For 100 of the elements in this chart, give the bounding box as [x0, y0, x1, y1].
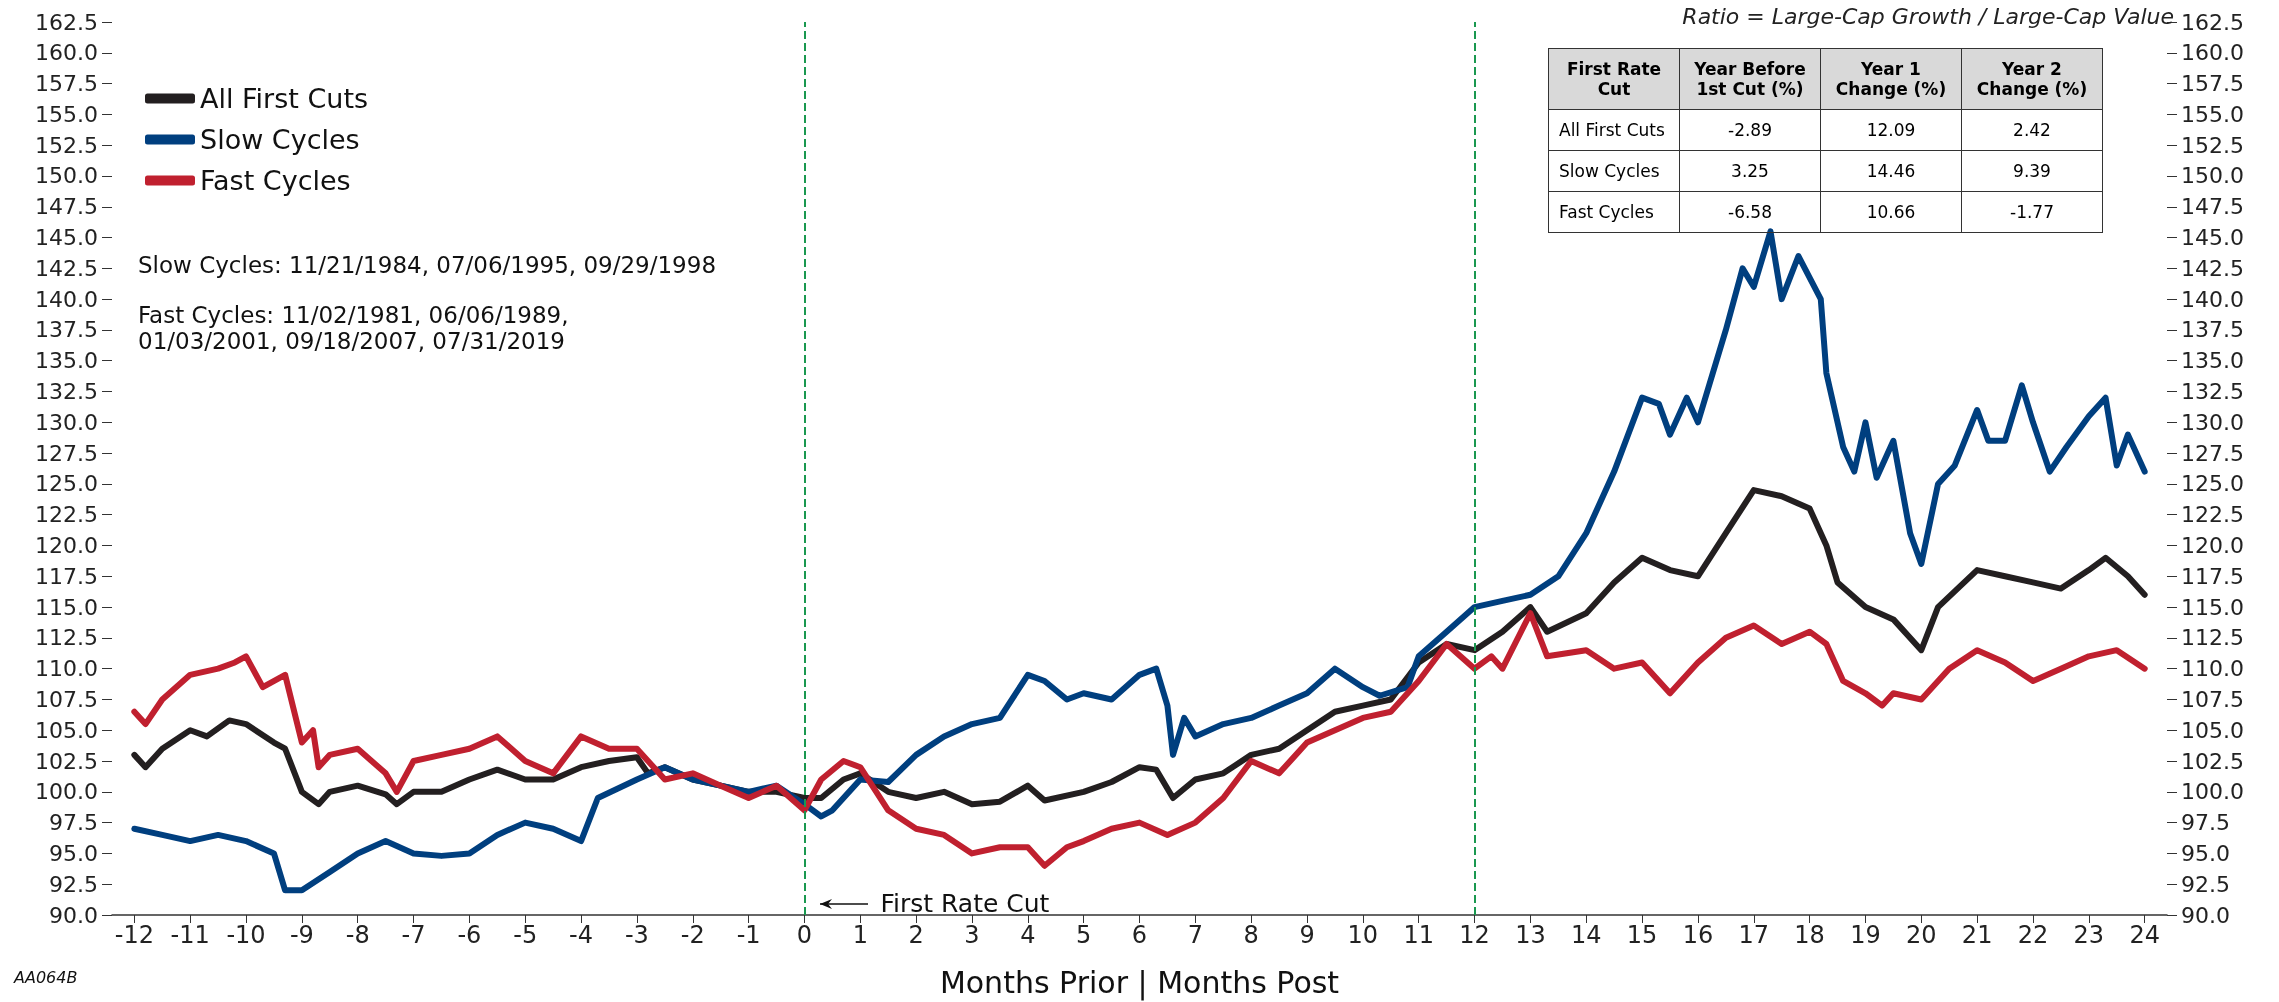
x-tick-label: 10	[1347, 921, 1379, 949]
y-tick-label: 132.5	[35, 379, 98, 405]
y2-tick-label: 145.0	[2181, 225, 2244, 251]
annotation: Year 2 Change (%)	[1961, 48, 2103, 110]
y2-tick-label: 112.5	[2181, 625, 2244, 651]
y-tick-label: 110.0	[35, 656, 98, 682]
y-tick-label: 130.0	[35, 409, 98, 435]
y-tick-label: 160.0	[35, 40, 98, 66]
annotation: Slow Cycles: 11/21/1984, 07/06/1995, 09/29/1998	[138, 252, 718, 278]
x-tick-label: -5	[513, 921, 538, 949]
y2-tick-label: 162.5	[2181, 9, 2244, 35]
legend-label: Fast Cycles	[200, 165, 351, 196]
y2-tick-label: 152.5	[2181, 132, 2244, 158]
annotation: 12.09	[1820, 109, 1962, 151]
y-tick-label: 97.5	[49, 810, 98, 836]
y-tick-label: 155.0	[35, 101, 98, 127]
y-tick-label: 95.0	[49, 840, 98, 866]
y-tick-label: 145.0	[35, 225, 98, 251]
y2-tick-label: 157.5	[2181, 71, 2244, 97]
y-tick-label: 92.5	[49, 871, 98, 897]
annotation: First Rate Cut	[880, 889, 1050, 918]
y-tick-label: 102.5	[35, 748, 98, 774]
annotation: Year 1 Change (%)	[1820, 48, 1962, 110]
y-tick-label: 157.5	[35, 71, 98, 97]
x-tick-label: 4	[1020, 921, 1036, 949]
annotation: -2.89	[1679, 109, 1821, 151]
y2-tick-label: 122.5	[2181, 502, 2244, 528]
y2-tick-label: 100.0	[2181, 779, 2244, 805]
text: AA064B	[14, 968, 78, 987]
x-tick-label: -3	[624, 921, 649, 949]
y-tick-label: 112.5	[35, 625, 98, 651]
x-tick-label: 0	[796, 921, 813, 949]
y2-tick-label: 97.5	[2181, 810, 2230, 836]
x-tick-label: 14	[1570, 921, 1602, 949]
y-tick-label: 115.0	[35, 594, 98, 620]
annotation: -6.58	[1679, 191, 1821, 233]
annotation: -1.77	[1961, 191, 2103, 233]
x-tick-label: 24	[2129, 921, 2160, 949]
y2-tick-label: 107.5	[2181, 686, 2244, 712]
y2-tick-label: 135.0	[2181, 348, 2244, 374]
y-tick-label: 117.5	[35, 563, 98, 589]
x-tick-label: 21	[1961, 921, 1993, 949]
x-tick-label: -8	[345, 921, 370, 949]
y-tick-label: 150.0	[35, 163, 98, 189]
annotation: First Rate Cut	[1548, 48, 1680, 110]
annotation: 14.46	[1820, 150, 1962, 192]
x-tick-label: 9	[1299, 921, 1315, 949]
y2-tick-label: 125.0	[2181, 471, 2244, 497]
y2-tick-label: 90.0	[2181, 902, 2230, 928]
y-tick-label: 162.5	[35, 9, 98, 35]
y2-tick-label: 130.0	[2181, 409, 2244, 435]
x-tick-label: -2	[680, 921, 705, 949]
y2-tick-label: 132.5	[2181, 379, 2244, 405]
x-tick-label: 7	[1187, 921, 1203, 949]
x-tick-label: -9	[289, 921, 314, 949]
y2-tick-label: 142.5	[2181, 255, 2244, 281]
y-tick-label: 127.5	[35, 440, 98, 466]
annotation: 3.25	[1679, 150, 1821, 192]
x-tick-label: 12	[1459, 921, 1490, 949]
annotation: Fast Cycles: 11/02/1981, 06/06/1989, 01/03/2001, 09/18/2007, 07/31/2019	[138, 302, 570, 354]
annotation: All First Cuts	[1548, 109, 1680, 151]
x-tick-label: 8	[1243, 921, 1259, 949]
y2-tick-label: 137.5	[2181, 317, 2244, 343]
y-tick-label: 120.0	[35, 532, 98, 558]
annotation: Slow Cycles	[1548, 150, 1680, 192]
x-tick-label: 20	[1906, 921, 1937, 949]
x-tick-label: 13	[1515, 921, 1546, 949]
annotation: 2.42	[1961, 109, 2103, 151]
legend-label: All First Cuts	[200, 83, 369, 114]
x-tick-label: 22	[2017, 921, 2049, 949]
y2-tick-label: 150.0	[2181, 163, 2244, 189]
x-tick-label: 16	[1682, 921, 1714, 949]
y2-tick-label: 102.5	[2181, 748, 2244, 774]
y2-tick-label: 147.5	[2181, 194, 2244, 220]
x-tick-label: 17	[1738, 921, 1770, 949]
x-tick-label: 1	[852, 921, 868, 949]
y-tick-label: 125.0	[35, 471, 98, 497]
y2-tick-label: 155.0	[2181, 101, 2244, 127]
y-tick-label: 142.5	[35, 255, 98, 281]
x-tick-label: 19	[1850, 921, 1881, 949]
y2-tick-label: 115.0	[2181, 594, 2244, 620]
annotation: Fast Cycles	[1548, 191, 1680, 233]
y-tick-label: 90.0	[49, 902, 98, 928]
y-tick-label: 107.5	[35, 686, 98, 712]
y2-tick-label: 105.0	[2181, 717, 2244, 743]
y2-tick-label: 110.0	[2181, 656, 2244, 682]
x-tick-label: -7	[401, 921, 426, 949]
y2-tick-label: 127.5	[2181, 440, 2244, 466]
y2-tick-label: 120.0	[2181, 532, 2244, 558]
y-tick-label: 140.0	[35, 286, 98, 312]
x-tick-label: 5	[1076, 921, 1092, 949]
y-tick-label: 122.5	[35, 502, 98, 528]
y2-tick-label: 117.5	[2181, 563, 2244, 589]
x-tick-label: -6	[457, 921, 482, 949]
y-tick-label: 147.5	[35, 194, 98, 220]
y2-tick-label: 95.0	[2181, 840, 2230, 866]
annotation: Year Before 1st Cut (%)	[1679, 48, 1821, 110]
x-tick-label: 23	[2073, 921, 2105, 949]
legend-label: Slow Cycles	[200, 124, 360, 155]
y-tick-label: 100.0	[35, 779, 98, 805]
